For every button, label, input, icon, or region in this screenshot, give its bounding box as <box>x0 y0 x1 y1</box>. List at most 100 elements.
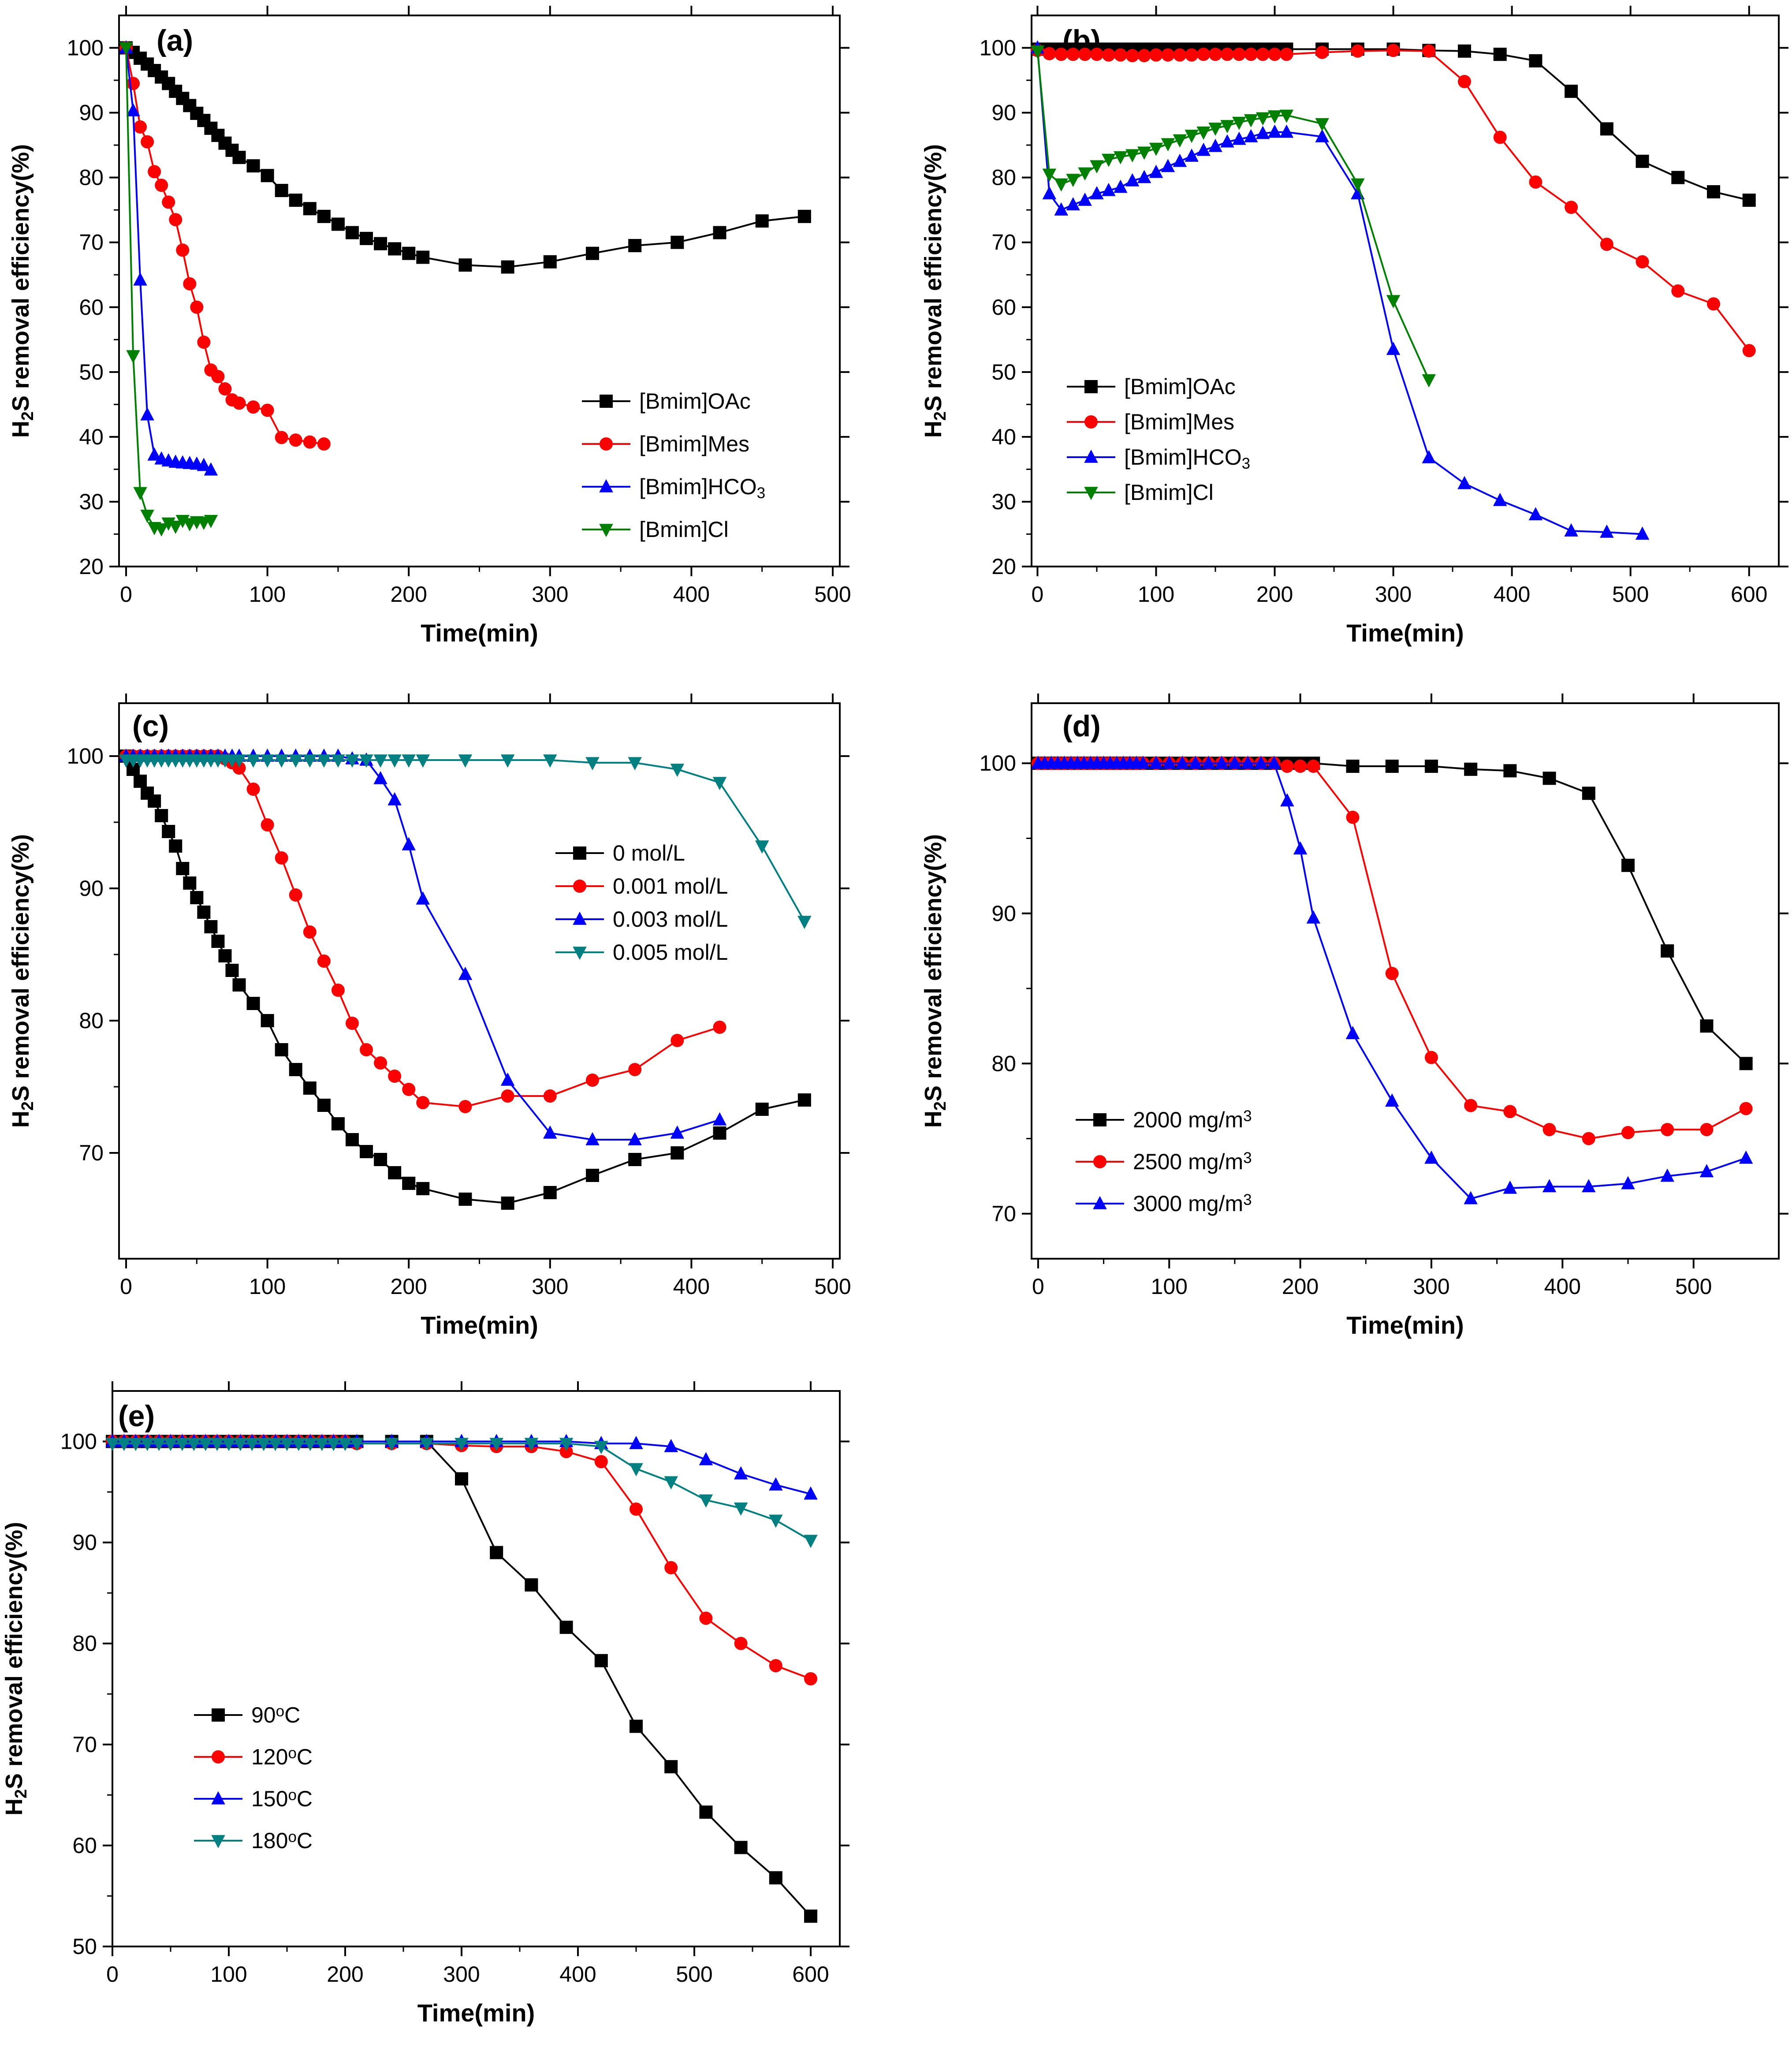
series--bmim-cl <box>1030 45 1436 388</box>
y-tick-label: 30 <box>991 489 1016 514</box>
x-tick-label: 300 <box>443 1962 480 1987</box>
data-point <box>543 1125 557 1139</box>
x-tick-label: 400 <box>673 582 710 607</box>
data-point <box>168 521 183 534</box>
data-point <box>1315 118 1329 131</box>
data-point <box>232 754 246 768</box>
panel-label: (c) <box>132 709 169 743</box>
data-point <box>1542 772 1556 785</box>
data-point <box>1600 524 1614 538</box>
data-point <box>1346 810 1360 824</box>
data-point <box>303 925 317 939</box>
data-point <box>1493 131 1507 144</box>
data-point <box>1232 116 1246 130</box>
data-point <box>1700 1019 1714 1033</box>
legend: 0 mol/L 0.001 mol/L 0.003 mol/L 0.005 mol/L <box>555 841 728 965</box>
data-point <box>1564 523 1578 537</box>
data-point <box>1279 124 1294 138</box>
chart-panel-b: 0 100 200 300 400 500 600 20 30 40 50 60 70 80 90 100 Ti… <box>920 6 1788 647</box>
y-tick-label: 70 <box>72 1732 97 1757</box>
data-point <box>268 1438 283 1451</box>
data-point <box>246 754 261 768</box>
y-axis-label: H2S removal efficiency(%) <box>7 144 37 438</box>
data-point <box>117 1438 131 1451</box>
legend-item: 2500 mg/m3 <box>1076 1149 1252 1174</box>
panel-label: (e) <box>118 1399 155 1433</box>
data-point <box>326 1438 341 1451</box>
legend-label: 0.003 mol/L <box>613 907 728 932</box>
data-point <box>317 209 331 223</box>
data-point <box>1066 48 1080 61</box>
data-point <box>1220 134 1234 148</box>
x-tick-label: 0 <box>120 1274 132 1299</box>
y-tick-label: 70 <box>991 1201 1016 1226</box>
data-point <box>1458 75 1472 88</box>
data-point <box>1136 755 1150 769</box>
chart-panel-d: 0 100 200 300 400 500 70 80 90 100 Time(min) H2S re… <box>920 694 1788 1339</box>
data-point <box>1149 164 1163 178</box>
data-point <box>1090 160 1104 174</box>
x-tick-label: 200 <box>390 582 427 607</box>
legend-item: 2000 mg/m3 <box>1076 1107 1252 1132</box>
data-point <box>416 1096 430 1109</box>
legend-item: 180oC <box>194 1828 313 1853</box>
data-point <box>585 757 600 771</box>
data-point <box>713 1021 726 1034</box>
legend-label: 180oC <box>251 1828 313 1853</box>
data-point <box>712 777 727 790</box>
legend-marker <box>599 524 613 537</box>
data-point <box>303 754 317 768</box>
data-point <box>1220 120 1234 134</box>
data-point <box>211 935 225 948</box>
data-point <box>1565 201 1578 214</box>
data-point <box>1739 1057 1753 1070</box>
data-point <box>1161 159 1175 172</box>
plot-frame <box>118 702 841 1260</box>
data-point <box>1660 1168 1674 1182</box>
data-point <box>246 400 260 414</box>
data-point <box>1173 134 1187 148</box>
series-2000-mg-m3 <box>1031 757 1753 1070</box>
data-point <box>501 260 514 274</box>
data-point <box>629 1463 643 1477</box>
data-point <box>289 433 302 447</box>
data-point <box>1232 48 1246 61</box>
data-point <box>345 226 359 239</box>
legend-label: [Bmim]Cl <box>1124 480 1214 505</box>
data-point <box>1137 49 1151 63</box>
data-point <box>1280 760 1294 773</box>
data-point <box>630 1719 643 1733</box>
data-point <box>713 1126 726 1140</box>
data-point <box>804 1672 817 1685</box>
data-point <box>1351 178 1365 192</box>
data-point <box>1215 755 1229 769</box>
data-point <box>1386 44 1400 57</box>
data-point <box>331 754 345 768</box>
data-point <box>1241 755 1255 769</box>
x-tick-label: 500 <box>814 1274 851 1299</box>
data-point <box>1661 944 1674 958</box>
data-point <box>1503 1105 1517 1119</box>
legend-marker <box>1084 415 1098 429</box>
legend-label: 0.001 mol/L <box>613 874 728 899</box>
data-point <box>1244 48 1258 61</box>
data-point <box>155 179 168 192</box>
x-axis-label: Time(min) <box>421 1311 538 1339</box>
legend-marker <box>1084 449 1098 463</box>
data-point <box>331 984 345 997</box>
data-point <box>246 783 260 796</box>
data-point <box>1125 49 1139 63</box>
data-point <box>543 1186 557 1199</box>
data-point <box>141 135 154 149</box>
data-point <box>187 1438 201 1451</box>
data-point <box>1529 54 1542 67</box>
data-point <box>1739 1102 1753 1115</box>
data-point <box>734 1502 748 1516</box>
y-tick-label: 60 <box>79 295 104 320</box>
data-point <box>1208 123 1222 136</box>
legend-marker <box>1093 1113 1106 1126</box>
data-point <box>501 1197 514 1210</box>
data-point <box>664 1476 678 1490</box>
data-point <box>402 754 416 768</box>
legend-item: 90oC <box>194 1703 300 1727</box>
